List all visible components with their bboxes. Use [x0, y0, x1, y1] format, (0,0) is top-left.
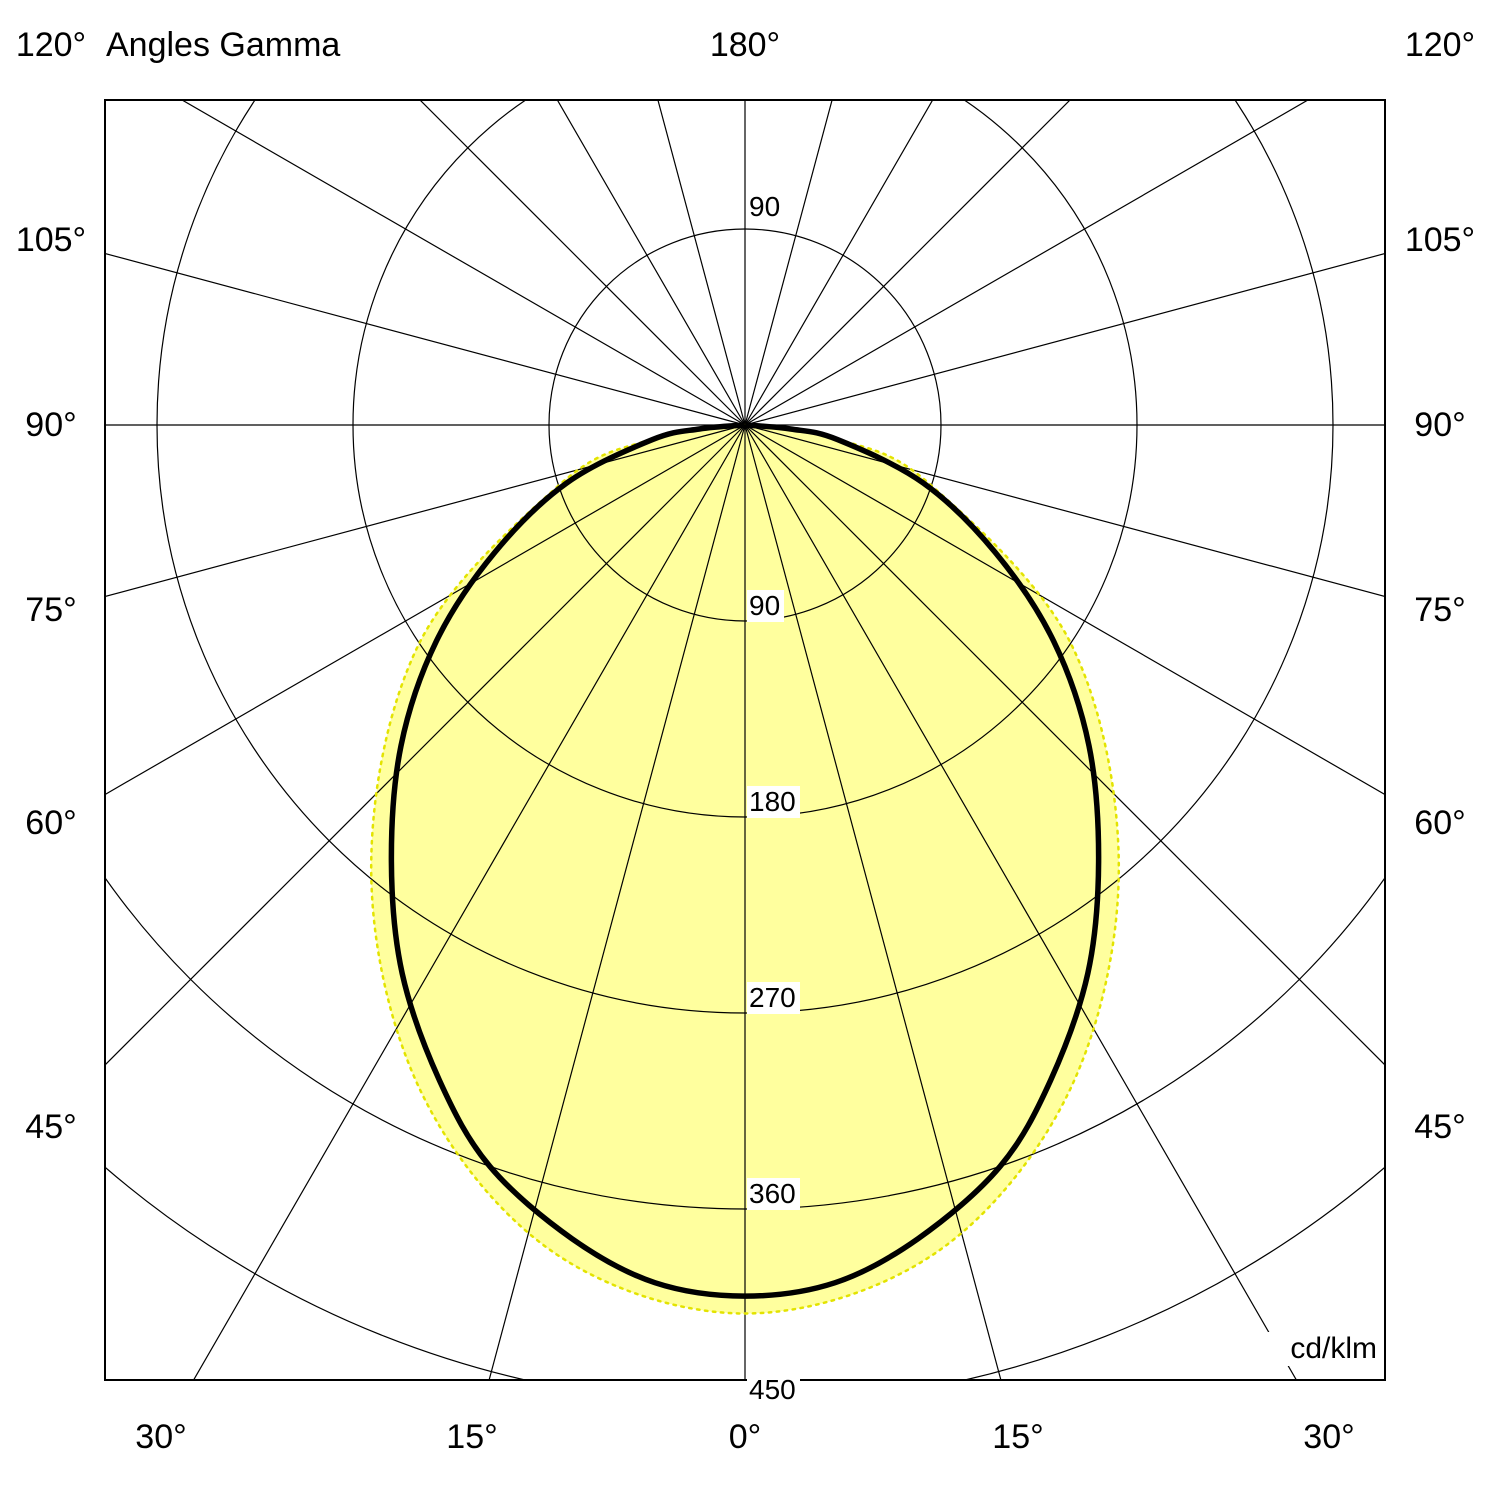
grid-radial-240 — [180, 100, 746, 426]
axis-label-bottom-30-right: 30° — [1303, 1418, 1355, 1456]
curve-c90-c270 — [369, 423, 1121, 1315]
grid-radial-300 — [105, 424, 746, 796]
grid-radial-60 — [744, 424, 1385, 796]
ring-label-180: 180 — [747, 786, 800, 818]
axis-label-bottom-15-left: 15° — [446, 1418, 498, 1456]
grid-radial-225 — [419, 100, 746, 426]
ring-label-90-below: 90 — [747, 590, 785, 622]
ring-label-270: 270 — [747, 982, 800, 1014]
ring-label-450: 450 — [747, 1374, 800, 1406]
curve-c0-c180 — [388, 422, 1102, 1299]
unit-label: cd/klm — [1262, 1332, 1380, 1366]
grid-radial-195 — [657, 100, 746, 426]
axis-label-bottom-0: 0° — [728, 1418, 762, 1456]
axis-label-left-90: 90° — [25, 406, 77, 444]
plot-border — [104, 99, 1386, 1381]
grid-radial-330 — [192, 424, 746, 1380]
axis-label-bottom-30-left: 30° — [135, 1418, 187, 1456]
grid-radial-150 — [744, 100, 934, 426]
grid-radial-45 — [744, 424, 1385, 1066]
grid-radial-285 — [105, 424, 746, 598]
axis-label-right-60: 60° — [1414, 804, 1466, 842]
grid-radial-255 — [105, 252, 746, 426]
axis-label-left-75: 75° — [25, 591, 77, 629]
grid-radial-345 — [488, 424, 746, 1380]
chart-title: Angles Gamma — [106, 26, 341, 64]
axis-label-left-60: 60° — [25, 804, 77, 842]
axis-label-left-120: 120° — [15, 26, 87, 64]
grid-radial-135 — [744, 100, 1071, 426]
grid-radial-30 — [744, 424, 1298, 1380]
axis-label-right-75: 75° — [1414, 591, 1466, 629]
axis-label-left-105: 105° — [15, 221, 87, 259]
axis-label-top-180: 180° — [709, 26, 781, 64]
axis-label-right-90: 90° — [1414, 406, 1466, 444]
ring-label-90-above: 90 — [747, 191, 785, 223]
grid-radial-15 — [744, 424, 1002, 1380]
axis-label-right-105: 105° — [1404, 221, 1476, 259]
grid-radial-210 — [556, 100, 746, 426]
grid-radial-120 — [744, 100, 1310, 426]
grid-radial-165 — [744, 100, 833, 426]
grid-radial-105 — [744, 252, 1385, 426]
grid-radial-315 — [105, 424, 746, 1066]
axis-label-bottom-15-right: 15° — [992, 1418, 1044, 1456]
axis-label-right-45: 45° — [1414, 1108, 1466, 1146]
axis-label-left-45: 45° — [25, 1108, 77, 1146]
grid-radial-75 — [744, 424, 1385, 598]
axis-label-right-120: 120° — [1404, 26, 1476, 64]
ring-label-360: 360 — [747, 1178, 800, 1210]
